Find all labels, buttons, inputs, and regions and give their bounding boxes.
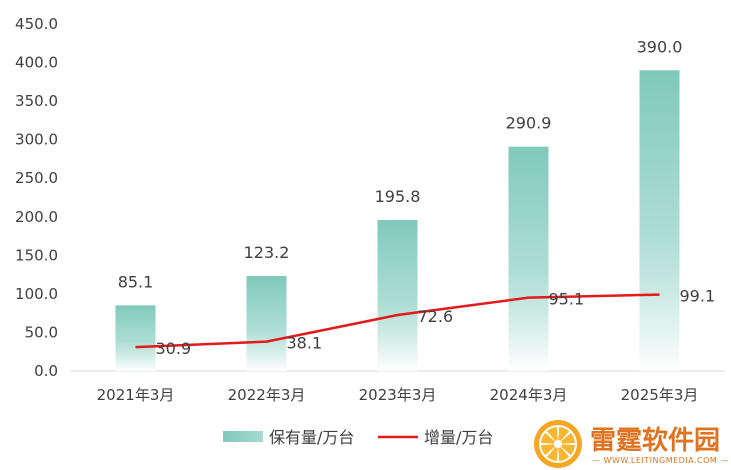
bar-data-label: 195.8 <box>375 187 421 206</box>
legend-label-bar: 保有量/万台 <box>269 428 354 447</box>
bar <box>639 70 680 372</box>
watermark-title: 雷霆软件园 <box>590 426 720 456</box>
growth-line <box>135 293 660 349</box>
y-tick-label: 0.0 <box>34 362 58 380</box>
line-data-label: 38.1 <box>287 334 323 353</box>
y-tick-label: 450.0 <box>15 15 58 33</box>
orange-segment <box>541 444 558 456</box>
x-tick-label: 2025年3月 <box>621 386 699 404</box>
legend: 保有量/万台 增量/万台 <box>223 428 493 447</box>
orange-segment <box>541 432 558 444</box>
y-tick-label: 350.0 <box>15 92 58 110</box>
bar <box>508 146 549 371</box>
bar-data-label: 290.9 <box>506 114 552 133</box>
x-tick-label: 2023年3月 <box>359 386 437 404</box>
line-data-label: 30.9 <box>156 339 192 358</box>
x-tick-label: 2024年3月 <box>490 386 568 404</box>
y-tick-label: 300.0 <box>15 131 58 149</box>
legend-label-line: 增量/万台 <box>424 428 493 447</box>
y-axis-labels: 0.0 50.0 100.0 150.0 200.0 250.0 300.0 350.0 400… <box>15 15 58 380</box>
legend-swatch-bar <box>223 431 263 442</box>
y-tick-label: 400.0 <box>15 54 58 72</box>
orange-segment <box>558 444 575 456</box>
orange-segment <box>558 444 570 461</box>
bar <box>115 305 156 371</box>
x-axis-labels: 2021年3月 2022年3月 2023年3月 2024年3月 2025年3月 <box>97 386 699 404</box>
orange-segment <box>558 432 575 444</box>
orange-segment <box>546 444 558 461</box>
y-tick-label: 200.0 <box>15 208 58 226</box>
bar-data-label: 123.2 <box>244 243 290 262</box>
orange-logo-icon <box>534 420 582 468</box>
bar-data-label: 85.1 <box>118 272 154 291</box>
orange-segment <box>558 427 570 444</box>
bar <box>246 275 287 371</box>
watermark: 雷霆软件园 — WWW.LEITINGMEDIA.COM — <box>534 420 729 468</box>
orange-segment <box>546 427 558 444</box>
line-data-label: 95.1 <box>549 290 585 309</box>
line-data-label: 99.1 <box>680 287 716 306</box>
x-tick-label: 2021年3月 <box>97 386 175 404</box>
bars <box>115 70 680 372</box>
line-data-label: 72.6 <box>418 307 454 326</box>
line-labels: 30.9 38.1 72.6 95.1 99.1 <box>156 287 716 359</box>
y-tick-label: 150.0 <box>15 246 58 264</box>
y-tick-label: 100.0 <box>15 285 58 303</box>
bar-data-label: 390.0 <box>637 37 683 56</box>
x-tick-label: 2022年3月 <box>228 386 306 404</box>
watermark-url: — WWW.LEITINGMEDIA.COM — <box>592 456 729 465</box>
bar-labels: 85.1 123.2 195.8 290.9 390.0 <box>118 37 683 291</box>
bar <box>377 220 418 371</box>
y-tick-label: 250.0 <box>15 169 58 187</box>
y-tick-label: 50.0 <box>25 323 58 341</box>
